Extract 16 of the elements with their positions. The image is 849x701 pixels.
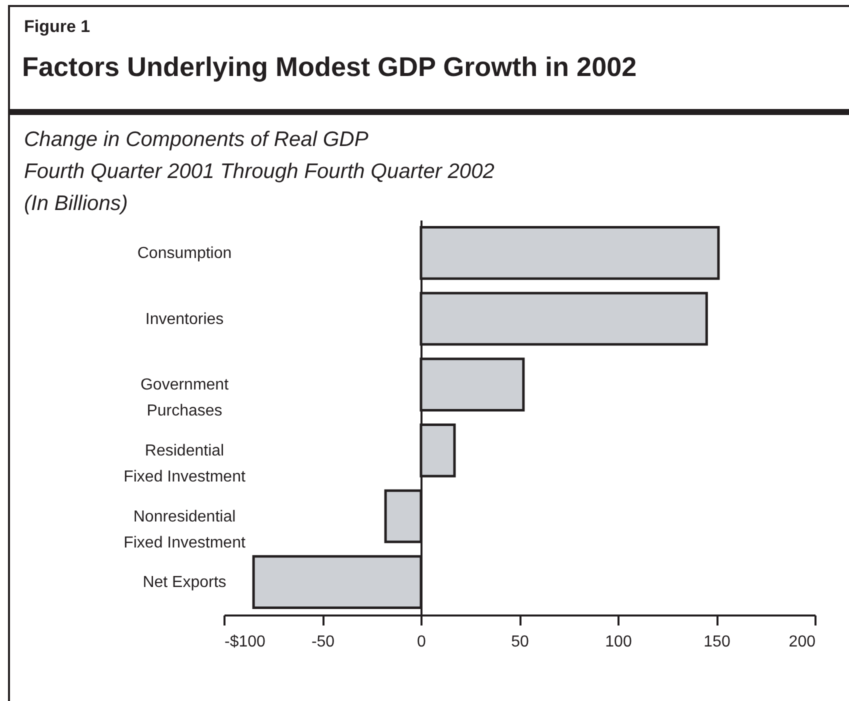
- y-tick-label: Consumption: [137, 244, 232, 262]
- chart-subtitle: Change in Components of Real GDP Fourth Quarter 2001 Through Fourth Quarter 2002 (In Billions): [24, 127, 494, 217]
- y-tick-label: Residential Fixed Investment: [124, 442, 246, 486]
- x-tick-label: -50: [311, 634, 335, 650]
- x-tick-label: 150: [704, 634, 730, 650]
- x-tick-label: 200: [788, 634, 816, 650]
- x-tick-label: 0: [417, 634, 426, 650]
- x-tick-label: -$100: [224, 634, 266, 650]
- y-tick-label: Inventories: [145, 310, 224, 328]
- x-tick-label: 100: [605, 634, 632, 650]
- y-tick-label: Nonresidential Fixed Investment: [124, 508, 246, 552]
- chart-title: Factors Underlying Modest GDP Growth in 2002: [22, 52, 637, 83]
- x-tick-label: 50: [511, 634, 529, 650]
- y-tick-label: Net Exports: [142, 574, 226, 592]
- y-tick-label: Government Purchases: [140, 376, 230, 420]
- caption: Figure 1: [24, 17, 90, 37]
